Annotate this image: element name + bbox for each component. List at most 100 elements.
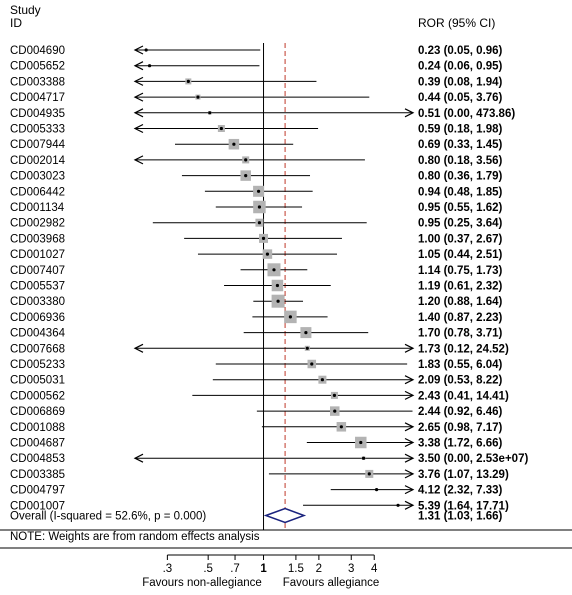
study-row: CD006869 2.44 (0.92, 6.46) [10, 406, 503, 418]
study-row: CD005652 0.24 (0.06, 0.95) [10, 61, 503, 73]
point-estimate [332, 393, 337, 397]
study-rows: CD004690 0.23 (0.05, 0.96) CD005652 0.24 (0… [0, 43, 572, 549]
study-id: CD004935 [10, 108, 65, 120]
study-ror-label: 0.44 (0.05, 3.76) [418, 92, 503, 104]
ci-arrow-left [133, 61, 144, 71]
ci-arrow-right [404, 469, 415, 479]
point-estimate [147, 64, 152, 68]
study-ror-label: 0.23 (0.05, 0.96) [418, 45, 503, 57]
study-row: CD007668 1.73 (0.12, 24.52) [10, 343, 509, 355]
study-ror-label: 0.24 (0.06, 0.95) [418, 61, 503, 73]
ci-arrow-right [404, 437, 415, 448]
study-row: CD004797 4.12 (2.32, 7.33) [10, 485, 503, 497]
point-estimate [232, 142, 236, 146]
study-ror-label: 1.40 (0.87, 2.23) [418, 312, 503, 324]
study-ror-label: 0.95 (0.55, 1.62) [418, 202, 503, 214]
study-ror-label: 3.38 (1.72, 6.66) [418, 438, 503, 450]
study-ror-label: 0.69 (0.33, 1.45) [418, 139, 503, 151]
study-row: CD003385 3.76 (1.07, 13.29) [10, 469, 509, 481]
study-row: CD004935 0.51 (0.00, 473.86) [10, 108, 515, 120]
point-estimate [359, 440, 363, 445]
study-row: CD001027 1.05 (0.44, 2.51) [10, 249, 503, 261]
point-estimate [244, 158, 248, 162]
favours-right-label: Favours allegiance [283, 577, 380, 589]
study-row: CD006442 0.94 (0.48, 1.85) [10, 185, 503, 198]
study-id: CD005652 [10, 61, 65, 73]
study-ror-label: 1.05 (0.44, 2.51) [418, 249, 503, 261]
point-estimate [257, 205, 262, 209]
ci-arrow-right [404, 390, 415, 400]
study-row: CD004364 1.70 (0.78, 3.71) [10, 327, 503, 340]
study-row: CD000562 2.43 (0.41, 14.41) [10, 390, 509, 402]
study-id: CD001007 [10, 500, 65, 512]
study-row: CD007944 0.69 (0.33, 1.45) [10, 138, 503, 151]
study-ror-label: 1.14 (0.75, 1.73) [418, 265, 503, 277]
point-estimate [275, 283, 280, 288]
point-estimate [196, 95, 200, 99]
ci-arrow-left [133, 108, 144, 118]
study-ror-label: 0.94 (0.48, 1.85) [418, 186, 503, 198]
study-row: CD005333 0.59 (0.18, 1.98) [10, 124, 503, 136]
ci-arrow-left [133, 155, 144, 165]
study-ror-label: 0.59 (0.18, 1.98) [418, 124, 503, 136]
ci-arrow-left [133, 453, 144, 463]
study-id: CD003385 [10, 469, 65, 481]
study-id: CD005233 [10, 359, 65, 371]
study-id: CD001134 [10, 202, 65, 214]
study-id: CD001027 [10, 249, 65, 261]
study-id: CD005537 [10, 281, 65, 293]
ci-arrow-left [133, 123, 144, 134]
study-id: CD004717 [10, 92, 65, 104]
x-tick-label: 1.5 [288, 563, 304, 575]
x-tick-label: .7 [230, 563, 240, 575]
study-id: CD004687 [10, 438, 65, 450]
study-ror-label: 1.19 (0.61, 2.32) [418, 281, 503, 293]
point-estimate [310, 362, 314, 366]
study-ror-label: 0.51 (0.00, 473.86) [418, 108, 515, 120]
x-tick-label: 3 [348, 563, 354, 575]
study-id: CD001088 [10, 422, 65, 434]
study-id: CD000562 [10, 390, 65, 402]
point-estimate [144, 48, 148, 52]
ci-arrow-right [404, 343, 415, 353]
x-tick-label: 4 [371, 563, 378, 575]
x-tick-label: .3 [163, 563, 173, 575]
study-ror-label: 1.83 (0.55, 6.04) [418, 359, 503, 371]
study-ror-label: 1.70 (0.78, 3.71) [418, 328, 503, 340]
study-ror-label: 0.80 (0.36, 1.79) [418, 171, 503, 183]
study-id: CD003388 [10, 76, 65, 88]
ci-arrow-left [133, 92, 144, 102]
study-id: CD003380 [10, 296, 65, 308]
point-estimate [288, 315, 292, 319]
study-id: CD004853 [10, 453, 65, 465]
study-row: CD003968 1.00 (0.37, 2.67) [10, 233, 503, 245]
overall-ci: 1.31 (1.03, 1.66) [418, 511, 503, 523]
study-row: CD003023 0.80 (0.36, 1.79) [10, 170, 503, 183]
point-estimate [186, 79, 190, 83]
point-estimate [339, 425, 343, 429]
point-estimate [257, 221, 262, 225]
point-estimate [333, 409, 337, 413]
study-id: CD005333 [10, 124, 65, 136]
study-header-line2: ID [10, 16, 22, 30]
point-estimate [374, 488, 379, 492]
study-row: CD005031 2.09 (0.53, 8.22) [10, 375, 503, 387]
study-ror-label: 1.00 (0.37, 2.67) [418, 233, 503, 245]
study-row: CD004717 0.44 (0.05, 3.76) [10, 92, 503, 104]
point-estimate [367, 472, 371, 476]
study-row: CD003388 0.39 (0.08, 1.94) [10, 76, 503, 88]
point-estimate [304, 331, 308, 335]
study-id: CD007407 [10, 265, 65, 277]
ci-arrow-right [404, 108, 415, 118]
ror-header: ROR (95% CI) [418, 16, 495, 30]
point-estimate [272, 268, 276, 272]
study-id: CD004797 [10, 485, 65, 497]
study-ror-label: 0.95 (0.25, 3.64) [418, 218, 503, 230]
study-row: CD001088 2.65 (0.98, 7.17) [10, 422, 503, 434]
ci-arrow-right [404, 422, 415, 432]
study-row: CD001007 5.39 (1.64, 17.71) [10, 500, 509, 512]
study-ror-label: 3.76 (1.07, 13.29) [418, 469, 509, 481]
study-row: CD003380 1.20 (0.88, 1.64) [10, 294, 503, 308]
study-row: CD005233 1.83 (0.55, 6.04) [10, 359, 503, 371]
study-header-line1: Study [10, 3, 41, 17]
